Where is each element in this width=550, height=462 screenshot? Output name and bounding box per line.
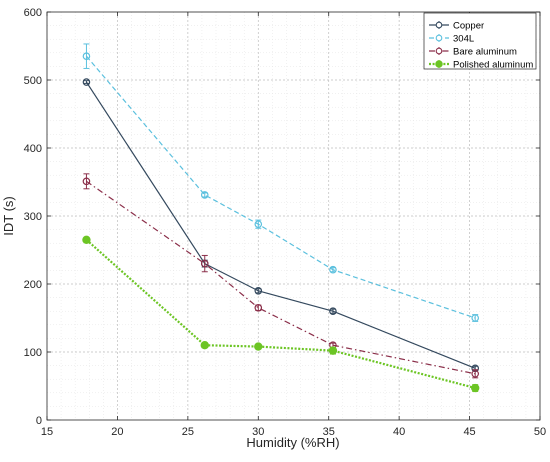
data-point [329, 307, 337, 316]
legend-entry: Bare aluminum [429, 47, 517, 58]
legend-entry: Polished aluminum [429, 60, 533, 71]
series-bare-aluminum [82, 173, 480, 379]
legend-entry: 304L [429, 34, 474, 45]
legend-marker-swatch [435, 34, 443, 42]
legend-marker-swatch [435, 60, 443, 68]
data-point [254, 286, 263, 295]
data-point [254, 342, 263, 351]
y-tick-label: 600 [24, 7, 42, 19]
x-tick-label: 35 [323, 426, 335, 438]
x-axis-title: Humidity (%RH) [246, 435, 339, 450]
y-tick-label: 200 [24, 279, 42, 291]
x-tick-label: 40 [393, 426, 405, 438]
series-copper [82, 78, 480, 373]
legend-box [423, 12, 537, 70]
series-304l [82, 43, 480, 322]
legend-label: 304L [453, 34, 474, 45]
legend-label: Bare aluminum [453, 47, 517, 58]
series-line [86, 180, 476, 375]
x-tick-label: 30 [252, 426, 264, 438]
y-tick-label: 500 [24, 75, 42, 87]
series-polished-aluminum [82, 235, 480, 393]
y-tick-label: 400 [24, 143, 42, 155]
x-tick-label: 15 [41, 426, 53, 438]
x-tick-label: 45 [463, 426, 475, 438]
legend-label: Copper [453, 21, 484, 32]
data-point [82, 177, 91, 186]
data-point [200, 341, 209, 350]
legend-marker-swatch [435, 47, 443, 55]
data-point [471, 383, 480, 393]
y-axis-title: IDT (s) [1, 196, 16, 235]
data-point [329, 265, 337, 274]
data-point [82, 78, 91, 86]
data-point [82, 52, 91, 61]
y-tick-label: 0 [36, 415, 42, 427]
data-point [254, 303, 263, 312]
data-point [82, 235, 91, 244]
x-tick-label: 25 [182, 426, 194, 438]
y-tick-label: 100 [24, 347, 42, 359]
data-point [328, 346, 338, 355]
data-series [82, 43, 480, 393]
x-tick-label: 50 [534, 426, 546, 438]
y-tick-label: 300 [24, 211, 42, 223]
data-point [471, 369, 480, 378]
data-point [200, 259, 209, 268]
legend-label: Polished aluminum [453, 60, 533, 71]
legend-marker-swatch [435, 21, 443, 29]
legend-entry: Copper [429, 21, 484, 32]
legend: Copper 304L Bare aluminum Polished aluminum [423, 12, 537, 71]
data-point [200, 191, 209, 199]
x-tick-label: 20 [111, 426, 123, 438]
series-line [85, 238, 476, 390]
data-point [254, 220, 263, 228]
data-point [471, 314, 480, 322]
